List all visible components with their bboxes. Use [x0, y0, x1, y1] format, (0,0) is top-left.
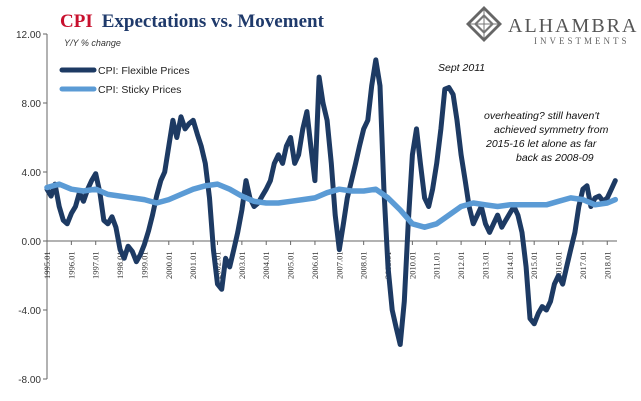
y-tick-label: -8.00	[18, 375, 41, 386]
y-tick-label: 0.00	[22, 237, 42, 248]
annotation-line-1: overheating? still haven't	[484, 110, 600, 122]
logo-diamond-icon	[466, 6, 502, 42]
x-tick-label: 2013.01	[480, 251, 490, 279]
brand-sub: INVESTMENTS	[534, 36, 630, 46]
x-tick-label: 2018.01	[602, 251, 612, 279]
x-tick-label: 1998.01	[115, 251, 125, 279]
x-tick-label: 2017.01	[578, 251, 588, 279]
y-tick-label: 12.00	[16, 30, 41, 41]
x-tick-label: 2003.01	[237, 251, 247, 279]
y-axis-unit-label: Y/Y % change	[64, 38, 121, 48]
x-tick-label: 1999.01	[139, 251, 149, 279]
annotation-sept-2011: Sept 2011	[438, 62, 485, 74]
x-tick-label: 2005.01	[286, 251, 296, 279]
chart-title: CPI Expectations vs. Movement	[60, 11, 325, 32]
x-tick-label: 2008.01	[359, 251, 369, 279]
annotation-line-3: 2015-16 let alone as far	[485, 138, 597, 150]
brand-name: ALHAMBRA	[508, 15, 638, 37]
x-tick-label: 2006.01	[310, 251, 320, 279]
x-tick-label: 2012.01	[456, 251, 466, 279]
y-tick-label: 8.00	[22, 99, 42, 110]
x-tick-label: 2010.01	[407, 251, 417, 279]
chart-title-cpi: CPI	[60, 11, 93, 32]
x-tick-label: 2014.01	[505, 251, 515, 279]
chart-title-rest: Expectations vs. Movement	[102, 11, 325, 32]
annotation-line-4: back as 2008-09	[516, 152, 594, 164]
y-tick-label: 4.00	[22, 168, 42, 179]
legend-label-sticky: CPI: Sticky Prices	[98, 84, 181, 96]
x-tick-label: 2001.01	[188, 251, 198, 279]
x-tick-label: 2004.01	[261, 251, 271, 279]
x-tick-label: 2016.01	[554, 251, 564, 279]
x-tick-label: 2015.01	[529, 251, 539, 279]
x-tick-label: 2007.01	[334, 251, 344, 279]
annotation-line-2: achieved symmetry from	[494, 124, 609, 136]
legend: CPI: Flexible Prices CPI: Sticky Prices	[59, 65, 190, 96]
series-layer	[44, 57, 619, 347]
annotation-overheating: overheating? still haven't achieved symm…	[484, 110, 609, 164]
axes: 12.00 8.00 4.00 0.00 -4.00 -8.00 1995.01 1996.0…	[16, 30, 617, 386]
x-tick-label: 1995.01	[42, 251, 52, 279]
series-line-flexible	[44, 57, 618, 347]
x-tick-label: 2000.01	[164, 251, 174, 279]
x-tick-label: 1996.01	[66, 251, 76, 279]
legend-label-flexible: CPI: Flexible Prices	[98, 65, 190, 77]
x-tick-label: 1997.01	[91, 251, 101, 279]
y-tick-label: -4.00	[18, 306, 41, 317]
x-tick-label: 2011.01	[432, 252, 442, 279]
series-line-sticky	[44, 181, 619, 230]
brand-logo: ALHAMBRA INVESTMENTS	[466, 6, 638, 46]
